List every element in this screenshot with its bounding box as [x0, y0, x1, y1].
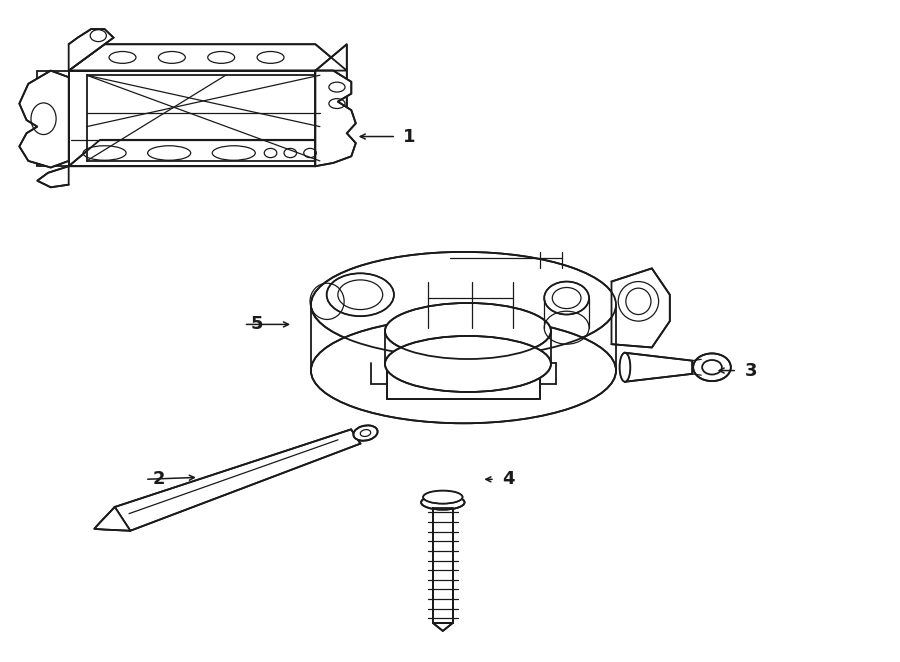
Polygon shape: [19, 71, 68, 167]
Polygon shape: [86, 75, 320, 161]
Ellipse shape: [385, 303, 551, 359]
Polygon shape: [68, 44, 346, 71]
Ellipse shape: [327, 273, 394, 316]
Text: 4: 4: [502, 470, 515, 489]
Polygon shape: [433, 508, 453, 623]
Polygon shape: [625, 353, 692, 382]
Text: 3: 3: [744, 361, 757, 379]
Ellipse shape: [310, 318, 616, 423]
Polygon shape: [433, 623, 453, 631]
Text: 2: 2: [152, 470, 165, 489]
Ellipse shape: [385, 336, 551, 392]
Polygon shape: [37, 71, 68, 166]
Text: 5: 5: [251, 315, 264, 334]
Polygon shape: [94, 507, 130, 531]
Polygon shape: [114, 430, 361, 531]
Ellipse shape: [310, 252, 616, 357]
Polygon shape: [611, 268, 670, 348]
Ellipse shape: [423, 491, 463, 504]
Polygon shape: [68, 140, 346, 166]
Ellipse shape: [354, 426, 378, 441]
Polygon shape: [68, 71, 315, 166]
Polygon shape: [68, 29, 113, 71]
Ellipse shape: [421, 495, 464, 510]
Polygon shape: [37, 166, 68, 187]
Polygon shape: [315, 71, 356, 166]
Text: 1: 1: [403, 128, 416, 146]
Ellipse shape: [693, 354, 731, 381]
Ellipse shape: [544, 281, 590, 314]
Ellipse shape: [619, 353, 630, 382]
Polygon shape: [315, 44, 346, 166]
Polygon shape: [387, 363, 540, 399]
